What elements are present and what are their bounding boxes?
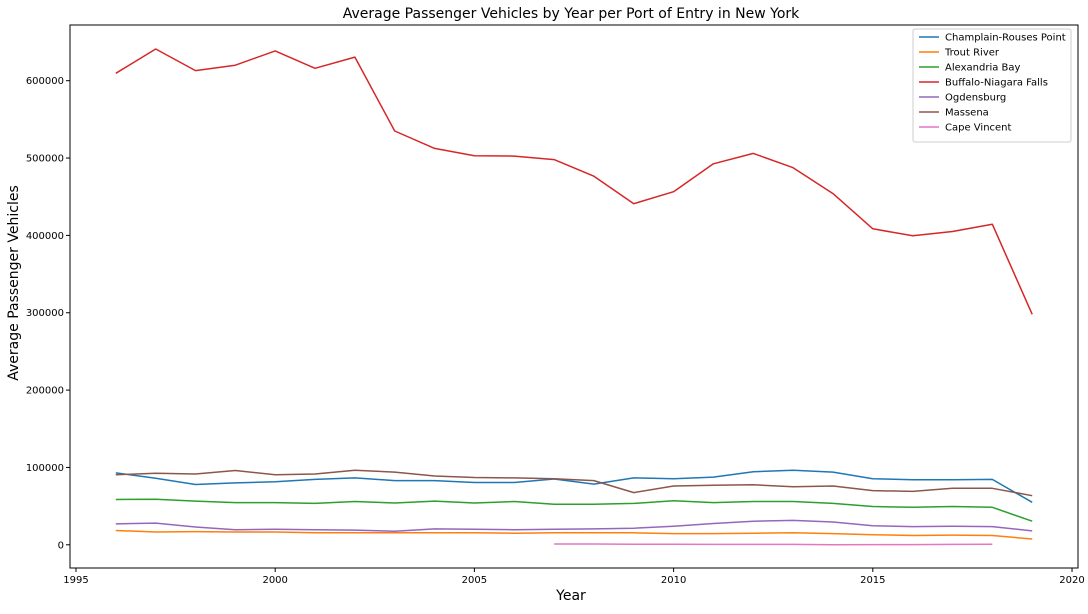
legend-label: Massena (945, 108, 989, 119)
x-tick-label: 2005 (462, 575, 487, 586)
x-axis-label: Year (555, 588, 586, 604)
legend-label: Buffalo-Niagara Falls (945, 78, 1048, 89)
plot-area: 1995 2000 2005 2010 2015 2020 0 100000 200000 30… (26, 24, 1085, 586)
series-layer (115, 48, 1033, 546)
plot-frame (69, 24, 1079, 569)
series-line-trout-river (115, 529, 1033, 540)
series-line-alexandria-bay (115, 498, 1033, 522)
x-tick-label: 1995 (63, 575, 88, 586)
series-line-massena (115, 469, 1033, 497)
x-axis: 1995 2000 2005 2010 2015 2020 (63, 568, 1085, 586)
y-tick-label: 200000 (26, 386, 64, 397)
chart-title: Average Passenger Vehicles by Year per P… (343, 6, 800, 22)
y-tick-label: 400000 (26, 231, 64, 242)
legend: Champlain-Rouses Point Trout River Alexand… (912, 28, 1072, 143)
legend-label: Ogdensburg (945, 93, 1006, 104)
legend-frame (912, 28, 1072, 143)
y-tick-label: 0 (58, 540, 64, 551)
x-tick-label: 2000 (262, 575, 287, 586)
x-tick-label: 2020 (1059, 575, 1084, 586)
y-tick-label: 500000 (26, 154, 64, 165)
y-tick-label: 300000 (26, 308, 64, 319)
series-line-champlain-rouses-point (115, 469, 1033, 503)
y-tick-label: 600000 (26, 76, 64, 87)
series-line-buffalo-niagara-falls (115, 48, 1033, 315)
series-line-ogdensburg (115, 519, 1033, 533)
y-axis-label: Average Passenger Vehicles (6, 185, 22, 380)
legend-label: Cape Vincent (945, 123, 1012, 134)
legend-label: Alexandria Bay (945, 63, 1021, 74)
x-tick-label: 2015 (860, 575, 885, 586)
y-axis: 0 100000 200000 300000 400000 500000 600000 (26, 76, 70, 551)
legend-label: Trout River (944, 48, 1000, 59)
legend-label: Champlain-Rouses Point (945, 33, 1066, 44)
y-tick-label: 100000 (26, 463, 64, 474)
series-line-cape-vincent (554, 543, 993, 546)
x-tick-label: 2010 (661, 575, 686, 586)
